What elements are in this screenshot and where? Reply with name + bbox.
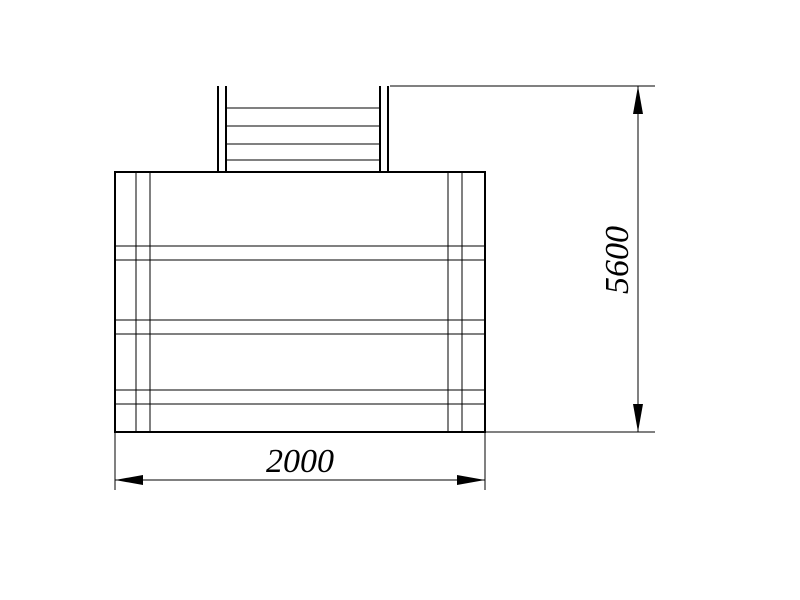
width-dimension-label: 2000 <box>266 443 334 480</box>
technical-drawing: 2000 5600 <box>0 0 800 600</box>
height-dimension-label: 5600 <box>599 226 636 294</box>
